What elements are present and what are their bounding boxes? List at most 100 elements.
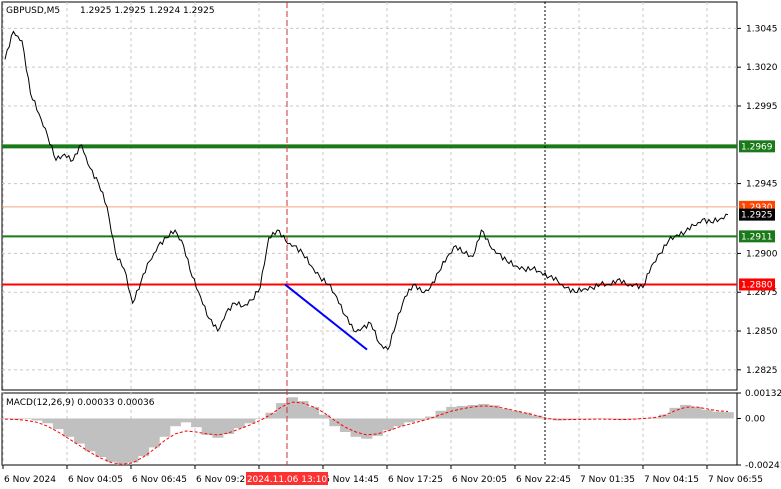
price-tick-label: 1.2995	[746, 102, 778, 112]
macd-bar	[488, 405, 500, 419]
macd-bar	[382, 418, 394, 431]
level-price-label: 1.2880	[741, 280, 773, 290]
time-label: 7 Nov 04:15	[644, 475, 699, 485]
macd-bar	[329, 418, 341, 427]
level-price-label: 1.2911	[741, 232, 773, 242]
macd-bar	[265, 412, 277, 419]
level-lines[interactable]	[2, 144, 737, 286]
macd-bar	[510, 410, 522, 419]
macd-title: MACD(12,26,9) 0.00033 0.00036	[6, 398, 155, 408]
macd-bar	[276, 403, 288, 419]
macd-bar	[626, 418, 639, 420]
time-axis: 6 Nov 2024 6 Nov 04:05 6 Nov 06:45 6 Nov 09…	[2, 465, 763, 485]
price-series	[4, 30, 729, 351]
macd-bar	[499, 408, 511, 419]
macd-bar	[690, 406, 702, 419]
macd-bar	[531, 415, 543, 419]
macd-bar	[520, 412, 532, 419]
macd-bar	[478, 404, 490, 419]
time-label: 7 Nov 06:55	[708, 475, 763, 485]
cursor-time-box	[246, 472, 328, 485]
price-tick-label: 1.3045	[746, 24, 778, 34]
macd-bar	[42, 418, 54, 424]
current-price-label: 1.2925	[741, 211, 773, 221]
time-label: 6 Nov 04:05	[68, 475, 123, 485]
macd-bar	[127, 418, 139, 463]
macd-bar	[414, 418, 426, 421]
macd-bar	[212, 418, 224, 438]
macd-bar	[552, 418, 564, 421]
macd-bar	[339, 418, 352, 432]
macd-bar	[701, 409, 713, 419]
macd-bar	[95, 418, 107, 458]
macd-bar	[74, 418, 86, 444]
macd-bar	[658, 414, 671, 419]
macd-bar	[31, 418, 43, 421]
bid-price-label: 1.2930	[741, 203, 773, 213]
level-price-box	[739, 230, 775, 243]
macd-bar	[297, 401, 309, 419]
level-price-box	[739, 278, 775, 291]
macd-bar	[233, 418, 245, 429]
time-label: 7 Nov 01:35	[580, 475, 635, 485]
overlay	[284, 2, 546, 465]
macd-bar	[116, 418, 128, 465]
macd-bar	[361, 418, 373, 439]
price-tick-label: 1.2875	[746, 288, 778, 298]
macd-bar	[712, 411, 724, 419]
macd-bar	[148, 418, 160, 448]
macd-bar	[424, 416, 437, 419]
macd-bar	[456, 405, 469, 419]
macd-bar	[169, 418, 181, 427]
trend-line	[284, 283, 368, 351]
current-price-box	[739, 208, 775, 221]
macd-axis: 0.00132 0.00 -0.00241	[737, 389, 781, 471]
time-label: 6 Nov 09:25	[196, 475, 251, 485]
macd-bar	[286, 397, 298, 419]
macd-bar	[84, 418, 96, 452]
macd-bar	[201, 418, 213, 435]
time-label: 6 Nov 17:25	[388, 475, 443, 485]
macd-bar	[159, 418, 171, 437]
macd-tick-label: 0.00	[745, 414, 765, 424]
grid	[1, 1, 738, 466]
chart-ohlc: 1.2925 1.2925 1.2924 1.2925	[80, 6, 215, 16]
macd-bar	[137, 418, 150, 457]
macd-bar	[616, 418, 628, 421]
macd-bar	[254, 418, 266, 420]
macd-bar	[308, 406, 320, 419]
level-price-label: 1.2969	[741, 142, 773, 152]
macd-bar	[371, 418, 383, 436]
macd-bar	[318, 414, 330, 419]
macd-indicator	[0, 397, 734, 465]
cursor-time-label: 2024.11.06 13:10	[247, 475, 328, 485]
macd-bar	[722, 412, 734, 419]
macd-bar	[680, 404, 692, 419]
macd-bar	[403, 418, 415, 423]
level-price-box	[739, 140, 775, 153]
macd-bar	[393, 418, 405, 427]
macd-bar	[191, 418, 203, 428]
price-line	[4, 30, 729, 351]
macd-bar	[222, 418, 235, 434]
macd-bar	[541, 418, 554, 420]
macd-tick-label: 0.00132	[745, 389, 781, 399]
macd-bar	[467, 404, 479, 419]
macd-bar	[20, 418, 33, 420]
price-tick-label: 1.2945	[746, 180, 778, 190]
time-label: 6 Nov 2024	[4, 475, 56, 485]
macd-tick-label: -0.00241	[745, 461, 781, 471]
price-tick-label: 1.3020	[746, 63, 778, 73]
macd-bar	[244, 418, 256, 424]
time-label: 6 Nov 06:45	[132, 475, 187, 485]
price-tick-label: 1.2850	[746, 327, 778, 337]
price-tick-label: 1.2825	[746, 366, 778, 376]
macd-bar	[63, 418, 75, 437]
macd-signal-line	[4, 401, 729, 465]
price-panel-frame	[1, 1, 738, 391]
price-axis: 1.30451.30201.29951.29451.29001.28751.28…	[737, 24, 778, 376]
macd-bar	[52, 418, 64, 430]
macd-bar	[669, 407, 681, 419]
